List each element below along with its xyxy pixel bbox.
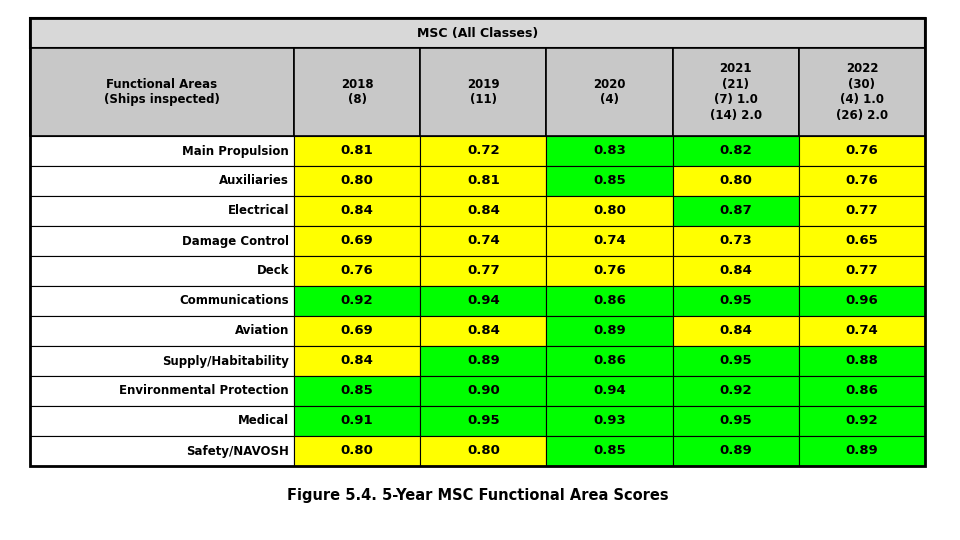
Bar: [420, 376, 546, 406]
Bar: [546, 436, 673, 466]
Bar: [30, 196, 294, 226]
Text: Safety/NAVOSH: Safety/NAVOSH: [186, 444, 289, 457]
Bar: [420, 48, 546, 136]
Bar: [294, 406, 420, 436]
Bar: [799, 48, 925, 136]
Bar: [294, 256, 420, 286]
Bar: [30, 286, 294, 316]
Bar: [673, 48, 799, 136]
Bar: [673, 136, 799, 166]
Bar: [30, 376, 294, 406]
Text: Aviation: Aviation: [234, 325, 289, 338]
Bar: [420, 346, 546, 376]
Bar: [30, 136, 294, 166]
Bar: [799, 256, 925, 286]
Bar: [673, 166, 799, 196]
Text: 0.94: 0.94: [467, 294, 500, 307]
Bar: [30, 316, 294, 346]
Bar: [673, 256, 799, 286]
Bar: [546, 196, 673, 226]
Text: 0.82: 0.82: [719, 145, 752, 158]
Bar: [799, 406, 925, 436]
Bar: [673, 316, 799, 346]
Bar: [546, 256, 673, 286]
Bar: [546, 136, 673, 166]
Bar: [799, 166, 925, 196]
Bar: [673, 376, 799, 406]
Text: 0.84: 0.84: [341, 205, 373, 218]
Bar: [546, 406, 673, 436]
Bar: [294, 346, 420, 376]
Text: 0.74: 0.74: [846, 325, 878, 338]
Text: Figure 5.4. 5-Year MSC Functional Area Scores: Figure 5.4. 5-Year MSC Functional Area S…: [287, 488, 668, 503]
Text: 2019
(11): 2019 (11): [467, 78, 499, 106]
Text: 0.80: 0.80: [593, 205, 626, 218]
Bar: [799, 376, 925, 406]
Bar: [420, 256, 546, 286]
Text: 0.85: 0.85: [593, 444, 626, 457]
Bar: [546, 286, 673, 316]
Text: MSC (All Classes): MSC (All Classes): [417, 26, 539, 39]
Bar: [420, 166, 546, 196]
Text: 0.77: 0.77: [846, 205, 878, 218]
Text: 0.72: 0.72: [467, 145, 499, 158]
Text: 0.93: 0.93: [593, 415, 626, 428]
Text: 0.84: 0.84: [467, 205, 500, 218]
Bar: [799, 346, 925, 376]
Bar: [30, 226, 294, 256]
Bar: [420, 316, 546, 346]
Text: 0.74: 0.74: [467, 234, 500, 247]
Text: 2018
(8): 2018 (8): [341, 78, 373, 106]
Bar: [673, 346, 799, 376]
Text: 0.88: 0.88: [846, 354, 878, 368]
Text: Medical: Medical: [238, 415, 289, 428]
Text: 0.86: 0.86: [846, 384, 878, 397]
Text: 0.83: 0.83: [593, 145, 626, 158]
Bar: [420, 226, 546, 256]
Text: 0.89: 0.89: [593, 325, 626, 338]
Text: 2021
(21)
(7) 1.0
(14) 2.0: 2021 (21) (7) 1.0 (14) 2.0: [709, 62, 762, 122]
Text: 0.80: 0.80: [341, 174, 373, 187]
Bar: [546, 346, 673, 376]
Bar: [420, 136, 546, 166]
Bar: [294, 316, 420, 346]
Text: 0.89: 0.89: [467, 354, 500, 368]
Text: 0.89: 0.89: [846, 444, 878, 457]
Text: 0.84: 0.84: [467, 325, 500, 338]
Bar: [30, 18, 925, 48]
Text: 0.92: 0.92: [846, 415, 878, 428]
Bar: [30, 48, 294, 136]
Text: Functional Areas
(Ships inspected): Functional Areas (Ships inspected): [104, 78, 220, 106]
Bar: [546, 48, 673, 136]
Bar: [294, 48, 420, 136]
Bar: [799, 436, 925, 466]
Text: 0.90: 0.90: [467, 384, 500, 397]
Text: 0.76: 0.76: [593, 265, 626, 278]
Text: 0.84: 0.84: [341, 354, 373, 368]
Bar: [799, 316, 925, 346]
Bar: [673, 196, 799, 226]
Text: 0.65: 0.65: [846, 234, 878, 247]
Bar: [294, 196, 420, 226]
Text: 0.77: 0.77: [846, 265, 878, 278]
Text: 0.76: 0.76: [846, 145, 878, 158]
Bar: [294, 226, 420, 256]
Bar: [673, 406, 799, 436]
Bar: [799, 136, 925, 166]
Text: 0.76: 0.76: [341, 265, 373, 278]
Text: 0.95: 0.95: [719, 294, 752, 307]
Bar: [30, 18, 925, 466]
Bar: [294, 436, 420, 466]
Bar: [294, 286, 420, 316]
Text: Deck: Deck: [256, 265, 289, 278]
Bar: [30, 256, 294, 286]
Text: 0.94: 0.94: [593, 384, 626, 397]
Bar: [799, 226, 925, 256]
Text: 0.86: 0.86: [593, 294, 626, 307]
Bar: [420, 436, 546, 466]
Bar: [673, 226, 799, 256]
Bar: [799, 286, 925, 316]
Text: 0.95: 0.95: [467, 415, 499, 428]
Text: 0.91: 0.91: [341, 415, 373, 428]
Bar: [294, 376, 420, 406]
